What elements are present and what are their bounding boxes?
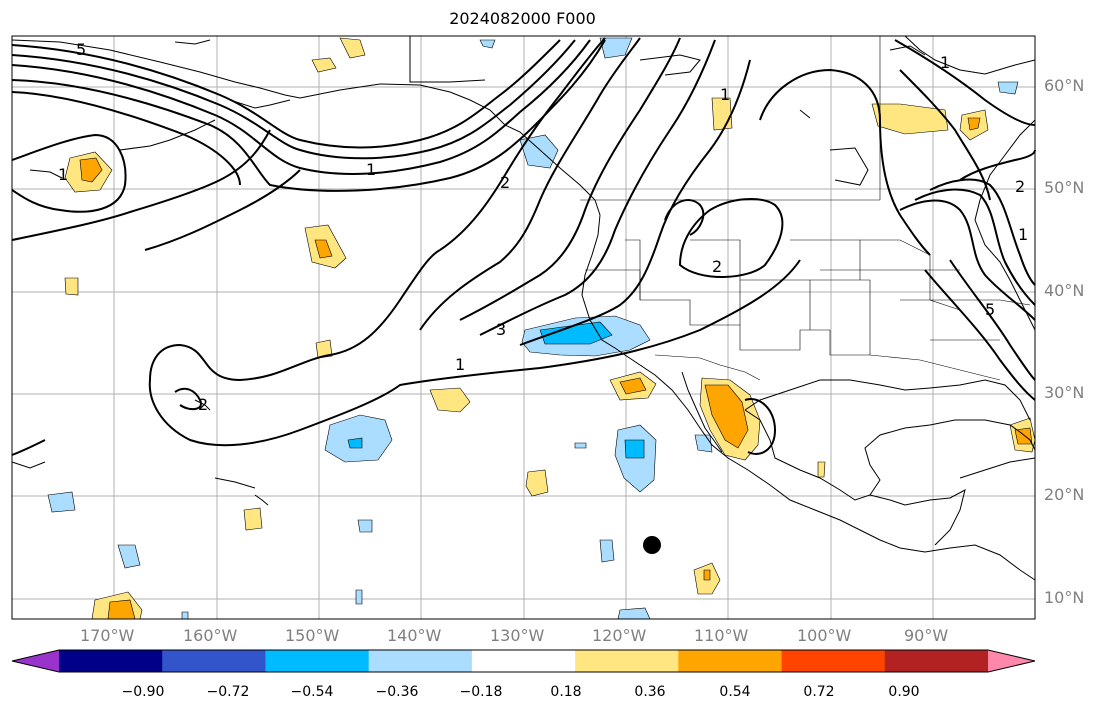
- contour-label: 5: [76, 40, 86, 59]
- colorbar-tick-label: −0.18: [459, 684, 503, 700]
- colorbar-tick-label: 0.72: [803, 684, 835, 700]
- lat-label: 10°N: [1044, 588, 1085, 607]
- point-marker: [643, 536, 661, 554]
- colorbar-outline: [11, 649, 1036, 673]
- lon-label: 130°W: [490, 626, 545, 645]
- colorbar-segment: [162, 650, 266, 672]
- colorbar-segment: [575, 650, 679, 672]
- contour-label: 1: [1018, 225, 1028, 244]
- lat-label: 50°N: [1044, 178, 1085, 197]
- colorbar-segment: [265, 650, 370, 672]
- contour-label: 1: [455, 355, 465, 374]
- contour-label: 2: [500, 173, 510, 192]
- contour-label: 2: [198, 395, 208, 414]
- map-frame: [11, 35, 1036, 620]
- contour-label: 1: [366, 160, 376, 179]
- lon-label: 110°W: [694, 626, 749, 645]
- colorbar-tick-label: 0.18: [550, 684, 582, 700]
- colorbar-tick-label: 0.90: [888, 684, 920, 700]
- contour-label: 1: [58, 165, 68, 184]
- colorbar-tick-label: −0.72: [206, 684, 250, 700]
- map-title: 2024082000 F000: [449, 9, 596, 28]
- contour-label: 2: [712, 257, 722, 276]
- contour-label: 5: [985, 300, 995, 319]
- colorbar-tick-label: −0.90: [121, 684, 165, 700]
- colorbar-tick-label: 0.54: [719, 684, 751, 700]
- lon-label: 90°W: [904, 626, 949, 645]
- shaded-anomalies: [47, 37, 1036, 620]
- lat-label: 20°N: [1044, 485, 1085, 504]
- contour-label: 2: [1015, 177, 1025, 196]
- lon-label: 160°W: [183, 626, 238, 645]
- colorbar: [11, 649, 1036, 673]
- lon-label: 150°W: [285, 626, 340, 645]
- lon-label: 120°W: [592, 626, 647, 645]
- lon-label: 140°W: [387, 626, 442, 645]
- colorbar-segment: [781, 650, 886, 672]
- lon-label: 100°W: [797, 626, 852, 645]
- contour-label: 1: [720, 85, 730, 104]
- colorbar-extend-high: [988, 650, 1035, 672]
- colorbar-segment: [678, 650, 783, 672]
- contour-lines: [11, 37, 1036, 456]
- lon-label: 170°W: [80, 626, 135, 645]
- contour-label-group: 5 1 2 1 2 1 2 3 1 1 2 1 5: [58, 40, 1028, 414]
- colorbar-tick-label: −0.54: [290, 684, 334, 700]
- colorbar-segment: [884, 650, 989, 672]
- colorbar-segment: [368, 650, 473, 672]
- colorbar-extend-low: [12, 650, 59, 672]
- lat-label: 40°N: [1044, 281, 1085, 300]
- lat-label: 30°N: [1044, 383, 1085, 402]
- contour-label: 3: [496, 320, 506, 339]
- graticule: [12, 36, 1035, 619]
- colorbar-tick-label: 0.36: [634, 684, 666, 700]
- lat-label: 60°N: [1044, 76, 1085, 95]
- colorbar-tick-label: −0.36: [375, 684, 419, 700]
- colorbar-segment: [471, 650, 576, 672]
- colorbar-segment: [59, 650, 163, 672]
- contour-label: 1: [940, 53, 950, 72]
